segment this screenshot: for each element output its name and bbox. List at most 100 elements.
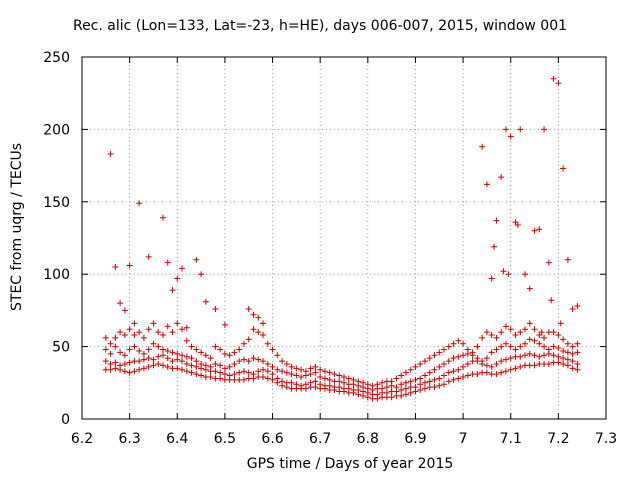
data-point-outlier [488, 275, 495, 282]
data-point [336, 372, 343, 379]
data-point [279, 358, 286, 365]
data-point [502, 340, 509, 347]
data-point [150, 340, 157, 347]
data-point [321, 368, 328, 375]
data-point [102, 334, 109, 341]
data-point [264, 368, 271, 375]
data-point-outlier [245, 305, 252, 312]
data-point [164, 355, 171, 362]
data-point [455, 337, 462, 344]
data-point [326, 369, 333, 376]
data-point [507, 355, 514, 362]
data-point [436, 349, 443, 356]
data-point-outlier [491, 243, 498, 250]
data-point [121, 332, 128, 339]
data-point [212, 343, 219, 350]
data-point [560, 336, 567, 343]
data-point [469, 349, 476, 356]
data-point [455, 366, 462, 373]
y-tick-label: 150 [43, 195, 70, 211]
data-point [279, 368, 286, 375]
data-point [131, 343, 138, 350]
data-point [179, 352, 186, 359]
data-point [460, 363, 467, 370]
data-point [193, 371, 200, 378]
data-point-outlier [212, 305, 219, 312]
data-point [336, 378, 343, 385]
data-point [188, 362, 195, 369]
data-point [174, 365, 181, 372]
data-point [179, 326, 186, 333]
data-point [221, 350, 228, 357]
data-point [488, 332, 495, 339]
data-point [255, 329, 262, 336]
data-point [379, 385, 386, 392]
data-point [264, 360, 271, 367]
data-point [283, 360, 290, 367]
data-point [307, 371, 314, 378]
data-point [398, 392, 405, 399]
y-tick-label: 200 [43, 122, 70, 138]
data-point [126, 369, 133, 376]
data-point-outlier [117, 300, 124, 307]
data-point [536, 340, 543, 347]
data-point-outlier [164, 259, 171, 266]
data-point [450, 368, 457, 375]
data-point [117, 329, 124, 336]
data-point [426, 369, 433, 376]
chart-title: Rec. alic (Lon=133, Lat=-23, h=HE), days… [72, 18, 568, 34]
data-point [564, 362, 571, 369]
data-point [317, 366, 324, 373]
data-point [193, 363, 200, 370]
data-point [388, 394, 395, 401]
data-point [264, 375, 271, 382]
data-point-outlier [569, 305, 576, 312]
data-point [136, 366, 143, 373]
data-point [240, 368, 247, 375]
data-point [569, 350, 576, 357]
data-point-outlier [574, 303, 581, 310]
data-point [217, 362, 224, 369]
data-point-outlier [541, 126, 548, 133]
data-point [498, 343, 505, 350]
data-point [345, 375, 352, 382]
data-point [198, 349, 205, 356]
y-tick-label: 0 [61, 412, 70, 428]
data-point [402, 391, 409, 398]
data-point [450, 355, 457, 362]
data-point [541, 343, 548, 350]
data-point [155, 353, 162, 360]
data-point [502, 356, 509, 363]
data-point-outlier [550, 75, 557, 82]
data-point-outlier [538, 329, 545, 336]
data-point [436, 382, 443, 389]
data-point [174, 320, 181, 327]
data-point [312, 369, 319, 376]
data-point [236, 358, 243, 365]
x-tick-label: 7.1 [500, 431, 522, 447]
data-point [460, 374, 467, 381]
data-point [250, 355, 257, 362]
data-point [183, 360, 190, 367]
data-point-outlier [564, 256, 571, 263]
data-point [331, 371, 338, 378]
data-point [369, 382, 376, 389]
data-point [326, 376, 333, 383]
data-point-outlier [505, 271, 512, 278]
data-point [545, 360, 552, 367]
data-point [269, 363, 276, 370]
data-point [231, 360, 238, 367]
data-point [531, 352, 538, 359]
data-point [159, 362, 166, 369]
data-point [179, 358, 186, 365]
data-point-outlier [514, 221, 521, 228]
data-point [112, 365, 119, 372]
data-point [240, 356, 247, 363]
data-point [536, 353, 543, 360]
data-point [207, 374, 214, 381]
data-point [436, 363, 443, 370]
data-point [402, 385, 409, 392]
data-point [245, 336, 252, 343]
data-point [436, 375, 443, 382]
data-point-outlier [500, 268, 507, 275]
